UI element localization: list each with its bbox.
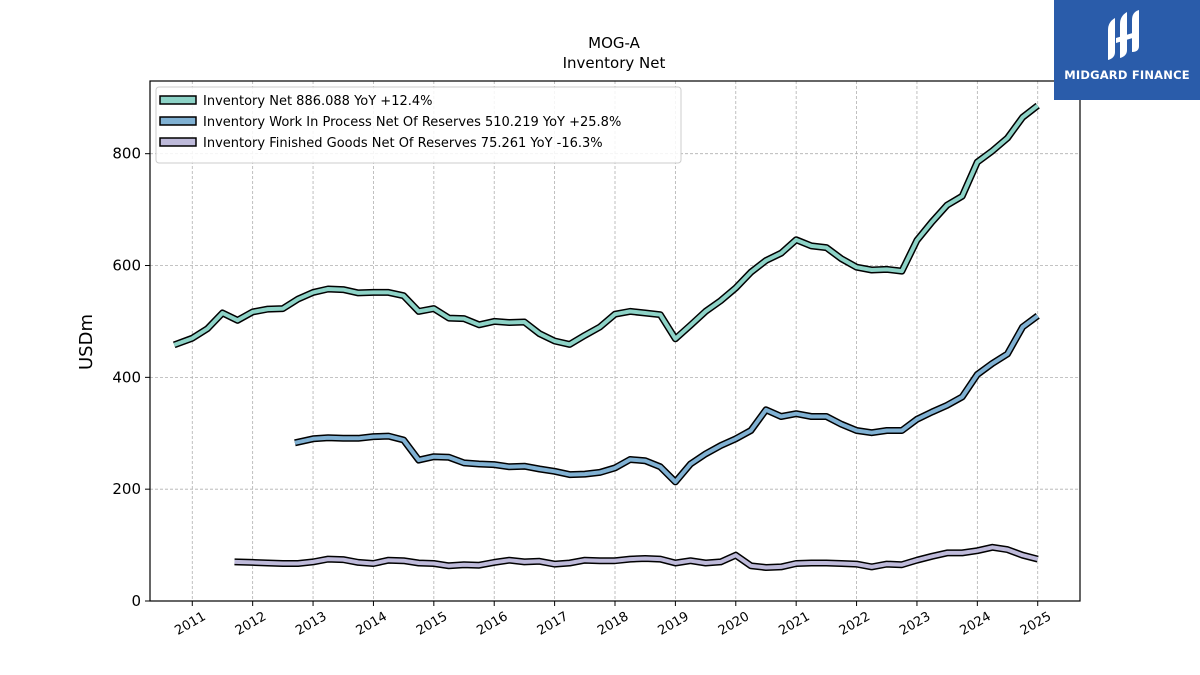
x-tick-label: 2012 [233, 609, 269, 639]
y-tick-label: 600 [112, 257, 141, 275]
legend-label: Inventory Finished Goods Net Of Reserves… [203, 136, 603, 151]
legend-box [155, 86, 682, 164]
brand-logo: MIDGARD FINANCE [1054, 0, 1200, 100]
chart-subtitle: Inventory Net [563, 54, 666, 72]
series-1-line [173, 104, 1039, 347]
legend-swatch [159, 116, 197, 126]
x-tick-label: 2018 [595, 609, 631, 639]
brand-name: MIDGARD FINANCE [1064, 68, 1190, 82]
y-tick-label: 0 [131, 592, 141, 610]
legend-label: Inventory Work In Process Net Of Reserve… [203, 115, 621, 130]
x-tick-label: 2022 [837, 609, 873, 639]
legend-label: Inventory Net 886.088 YoY +12.4% [203, 94, 433, 109]
series-2-line [294, 314, 1039, 484]
x-tick-label: 2016 [474, 609, 510, 639]
chart-title: MOG-A [588, 34, 640, 52]
x-tick-label: 2017 [535, 609, 571, 639]
x-tick-label: 2013 [293, 609, 329, 639]
series-3-line [234, 545, 1039, 570]
x-tick-label: 2015 [414, 609, 450, 639]
x-tick-label: 2019 [656, 609, 692, 639]
y-tick-label: 800 [112, 145, 141, 163]
legend-swatch [159, 95, 197, 105]
x-axis: 2011 2012 2013 2014 2015 2016 2017 2018 2019 2020… [172, 601, 1054, 639]
y-tick-label: 400 [112, 368, 141, 386]
series-lines [172, 102, 1040, 571]
brand-mark-icon [1108, 10, 1139, 60]
series-2-outline [294, 312, 1040, 486]
legend-swatch [159, 137, 197, 147]
x-tick-label: 2021 [776, 609, 812, 639]
x-tick-label: 2011 [172, 609, 208, 639]
x-tick-label: 2020 [716, 609, 752, 639]
legend: Inventory Net 886.088 YoY +12.4% Inventor… [155, 86, 682, 164]
y-axis-label: USDm [76, 314, 97, 370]
x-tick-label: 2024 [958, 609, 994, 639]
x-tick-label: 2023 [897, 609, 933, 639]
y-axis: 0 200 400 600 800 [112, 145, 150, 610]
x-tick-label: 2014 [354, 609, 390, 639]
y-tick-label: 200 [112, 480, 141, 498]
x-tick-label: 2025 [1018, 609, 1054, 639]
